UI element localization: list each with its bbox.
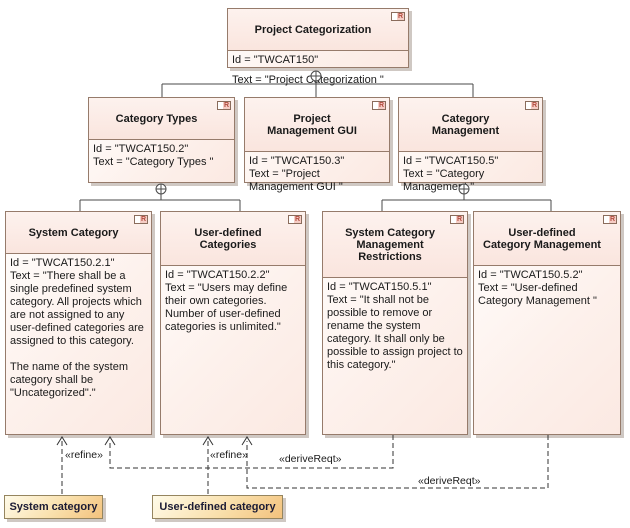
- requirement-title: User-defined Categories R: [161, 212, 305, 266]
- containment-connector-category-types[interactable]: [79, 183, 241, 211]
- derive-reqt-label[interactable]: «deriveReqt»: [418, 475, 481, 487]
- requirement-body: Id = "TWCAT150.5.2" Text = "User-defined…: [474, 266, 620, 311]
- requirement-icon: R: [450, 215, 464, 224]
- refine-connector-user-defined-category[interactable]: [202, 436, 214, 494]
- requirement-box-system-category[interactable]: System Category R Id = "TWCAT150.2.1" Te…: [5, 211, 152, 435]
- note-system-category[interactable]: System category: [4, 495, 103, 519]
- requirement-icon-glyph: R: [378, 102, 385, 109]
- open-arrowhead-icon: [202, 436, 214, 446]
- requirement-body: Id = "TWCAT150.5.1" Text = "It shall not…: [323, 278, 467, 375]
- requirement-box-user-defined-category-management[interactable]: User-defined Category Management R Id = …: [473, 211, 621, 435]
- requirement-box-category-management[interactable]: Category Management R Id = "TWCAT150.5" …: [398, 97, 543, 193]
- refine-label[interactable]: «refine»: [65, 449, 103, 461]
- requirement-title-text: System Category: [28, 227, 119, 239]
- requirement-title-text: Category Management: [431, 113, 500, 137]
- requirement-title: Project Management GUI R: [245, 98, 389, 152]
- derive-reqt-connector-1[interactable]: [104, 435, 394, 469]
- requirement-icon-glyph: R: [456, 216, 463, 223]
- requirement-text: Text = "Project Management GUI ": [249, 168, 343, 193]
- requirement-title: User-defined Category Management R: [474, 212, 620, 266]
- requirement-text: Text = "It shall not be possible to remo…: [327, 294, 466, 371]
- requirement-id: Id = "TWCAT150.5.1": [327, 281, 432, 293]
- requirement-title-text: User-defined Categories: [194, 227, 262, 251]
- requirement-id: Id = "TWCAT150.2": [93, 143, 189, 155]
- open-arrowhead-icon: [241, 436, 253, 446]
- note-label: User-defined category: [159, 501, 276, 513]
- requirement-icon-glyph: R: [223, 102, 230, 109]
- requirement-text: Text = "Users may define their own categ…: [165, 282, 291, 333]
- requirement-icon: R: [603, 215, 617, 224]
- requirement-text: Text = "User-defined Category Management…: [478, 282, 597, 307]
- requirement-box-user-defined-categories[interactable]: User-defined Categories R Id = "TWCAT150…: [160, 211, 306, 435]
- requirement-text: Text = "Category Management ": [403, 168, 488, 193]
- requirement-icon: R: [134, 215, 148, 224]
- requirement-icon-glyph: R: [397, 13, 404, 20]
- requirement-box-project-management-gui[interactable]: Project Management GUI R Id = "TWCAT150.…: [244, 97, 390, 193]
- requirement-text: Text = "Category Types ": [93, 156, 214, 168]
- requirement-title-text: System Category Management Restrictions: [345, 227, 435, 263]
- requirement-body: Id = "TWCAT150.2" Text = "Category Types…: [89, 140, 234, 172]
- requirement-id: Id = "TWCAT150.5": [403, 155, 499, 167]
- requirement-title-text: Project Categorization: [254, 24, 372, 36]
- requirement-icon-glyph: R: [294, 216, 301, 223]
- requirement-icon: R: [217, 101, 231, 110]
- open-arrowhead-icon: [56, 436, 68, 446]
- requirement-body: Id = "TWCAT150.2.2" Text = "Users may de…: [161, 266, 305, 337]
- open-arrowhead-icon: [104, 436, 116, 446]
- requirement-body: Id = "TWCAT150.2.1" Text = "There shall …: [6, 254, 151, 403]
- requirement-body: Id = "TWCAT150" Text = "Project Categori…: [228, 51, 408, 90]
- note-user-defined-category[interactable]: User-defined category: [152, 495, 283, 519]
- note-label: System category: [9, 501, 98, 513]
- requirement-box-category-types[interactable]: Category Types R Id = "TWCAT150.2" Text …: [88, 97, 235, 183]
- containment-circle-plus-icon: [155, 183, 167, 195]
- requirement-id: Id = "TWCAT150.2.1": [10, 257, 115, 269]
- requirement-title-text: Project Management GUI: [267, 113, 357, 137]
- requirement-title: Category Types R: [89, 98, 234, 140]
- requirement-icon: R: [525, 101, 539, 110]
- requirement-body: Id = "TWCAT150.5" Text = "Category Manag…: [399, 152, 542, 197]
- requirement-icon-glyph: R: [531, 102, 538, 109]
- requirement-title-text: User-defined Category Management: [483, 227, 601, 251]
- requirement-id: Id = "TWCAT150.3": [249, 155, 345, 167]
- requirement-box-project-categorization[interactable]: Project Categorization R Id = "TWCAT150"…: [227, 8, 409, 86]
- requirement-title: System Category Management Restrictions …: [323, 212, 467, 278]
- refine-connector-system-category[interactable]: [56, 436, 68, 494]
- requirement-body: Id = "TWCAT150.3" Text = "Project Manage…: [245, 152, 389, 197]
- requirement-text: Text = "Project Categorization ": [232, 74, 384, 86]
- requirement-title: Project Categorization R: [228, 9, 408, 51]
- requirement-icon: R: [372, 101, 386, 110]
- requirement-icon-glyph: R: [140, 216, 147, 223]
- requirement-icon-glyph: R: [609, 216, 616, 223]
- requirement-id: Id = "TWCAT150.5.2": [478, 269, 583, 281]
- requirement-box-system-category-management-restrictions[interactable]: System Category Management Restrictions …: [322, 211, 468, 435]
- requirement-id: Id = "TWCAT150": [232, 54, 319, 66]
- requirement-text: Text = "There shall be a single predefin…: [10, 270, 144, 399]
- requirement-icon: R: [288, 215, 302, 224]
- requirement-title-text: Category Types: [115, 113, 198, 125]
- requirement-icon: R: [391, 12, 405, 21]
- requirement-title: Category Management R: [399, 98, 542, 152]
- derive-reqt-label[interactable]: «deriveReqt»: [279, 453, 342, 465]
- requirement-id: Id = "TWCAT150.2.2": [165, 269, 270, 281]
- containment-plus-icon: [156, 184, 166, 194]
- refine-label[interactable]: «refine»: [210, 449, 248, 461]
- requirement-title: System Category R: [6, 212, 151, 254]
